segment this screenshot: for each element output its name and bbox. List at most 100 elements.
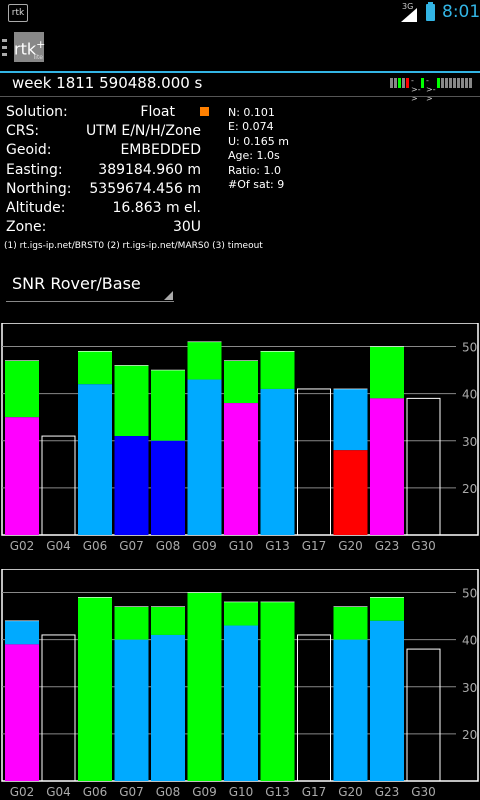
bar-outline (41, 634, 76, 782)
bar-lower (114, 639, 149, 781)
bar-upper (333, 606, 368, 640)
bar-lower (260, 388, 295, 535)
bar-upper (260, 351, 295, 389)
bar-lower (151, 634, 185, 781)
x-tick-label: G09 (192, 785, 217, 799)
accuracy-n: N: 0.101 (228, 106, 275, 119)
view-mode-spinner[interactable]: SNR Rover/Base (6, 270, 174, 302)
label-crs: CRS: (6, 123, 40, 140)
x-tick-label: G04 (46, 539, 71, 553)
ratio: Ratio: 1.0 (228, 163, 281, 177)
x-tick-label: G30 (411, 785, 436, 799)
x-tick-label: G17 (302, 785, 327, 799)
bar-upper (370, 346, 404, 399)
label-zone: Zone: (6, 219, 47, 236)
app-logo[interactable]: rtk+ lite (14, 32, 46, 62)
bar-upper (78, 351, 112, 385)
value-zone: 30U (172, 219, 201, 236)
bar-upper (151, 606, 185, 635)
bar-lower (151, 440, 185, 535)
y-tick-label: 20 (462, 728, 477, 742)
x-tick-label: G10 (229, 539, 254, 553)
x-tick-label: G06 (83, 785, 108, 799)
solution-accuracy: N: 0.101 E: 0.074 U: 0.165 m Age: 1.0s R… (228, 106, 289, 192)
menu-icon[interactable] (2, 39, 7, 57)
label-northing: Northing: (6, 180, 72, 197)
x-tick-label: G23 (375, 785, 400, 799)
x-tick-label: G04 (46, 785, 71, 799)
x-tick-label: G20 (338, 539, 363, 553)
x-tick-label: G09 (192, 539, 217, 553)
bar-lower (333, 450, 368, 535)
x-tick-label: G13 (265, 539, 290, 553)
stream-status-indicator: ->-> ->-> (390, 76, 474, 103)
bar-outline (297, 634, 331, 782)
y-tick-label: 30 (462, 435, 477, 449)
spinner-selected-value: SNR Rover/Base (12, 274, 141, 293)
y-tick-label: 40 (462, 634, 477, 648)
value-northing: 5359674.456 m (89, 180, 201, 197)
label-easting: Easting: (6, 161, 63, 178)
label-geoid: Geoid: (6, 142, 52, 159)
bar-upper (78, 597, 112, 781)
value-solution: Float (140, 104, 175, 120)
label-solution: Solution: (6, 104, 68, 120)
y-tick-label: 40 (462, 388, 477, 402)
bar-upper (114, 365, 149, 437)
accuracy-u: U: 0.165 m (228, 134, 289, 148)
x-tick-label: G10 (229, 785, 254, 799)
solution-quality-indicator (200, 107, 209, 116)
battery-icon (426, 2, 435, 21)
app-notification-icon: rtk (8, 4, 28, 22)
value-easting: 389184.960 m (98, 161, 201, 178)
bar-upper (5, 620, 39, 645)
value-geoid: EMBEDDED (120, 142, 201, 159)
x-tick-label: G17 (302, 539, 327, 553)
snr-chart-rover: 20 30 40 50 G02 G04 G06 G07 G08 G09 G10 G13 G17 G20 G2… (0, 323, 480, 553)
stream-status-text: (1) rt.igs-ip.net/BRST0 (2) rt.igs-ip.ne… (4, 241, 263, 251)
bar-upper (187, 592, 222, 781)
solution-values: Float UTM E/N/H/Zone EMBEDDED 389184.960… (86, 103, 201, 237)
x-tick-label: G13 (265, 785, 290, 799)
bar-upper (224, 601, 258, 626)
y-tick-label: 50 (462, 587, 477, 601)
y-tick-label: 50 (462, 341, 477, 355)
bar-outline (406, 648, 441, 782)
x-tick-label: G30 (411, 539, 436, 553)
x-tick-label: G07 (119, 785, 144, 799)
header-divider (0, 96, 480, 97)
bar-upper (260, 601, 295, 781)
logo-plus: + (36, 38, 46, 51)
bar-upper (224, 360, 258, 404)
value-altitude: 16.863 m el. (112, 200, 201, 217)
signal-icon (401, 8, 417, 22)
bar-upper (187, 341, 222, 380)
x-tick-label: G02 (10, 539, 35, 553)
solution-labels: Solution: CRS: Geoid: Easting: Northing:… (6, 103, 72, 237)
gps-week-time: week 1811 590488.000 s (12, 74, 203, 92)
y-tick-label: 30 (462, 681, 477, 695)
clock: 8:01 (442, 2, 480, 22)
age: Age: 1.0s (228, 149, 280, 163)
logo-text: rtk (14, 39, 37, 59)
bar-outline (41, 435, 76, 536)
value-crs: UTM E/N/H/Zone (86, 123, 201, 140)
x-tick-label: G06 (83, 539, 108, 553)
logo-sub: lite (33, 54, 43, 61)
bar-lower (114, 436, 149, 535)
network-type: 3G (402, 2, 414, 11)
bar-lower (370, 620, 404, 781)
x-tick-label: G02 (10, 785, 35, 799)
bar-lower (5, 644, 39, 781)
bar-upper (114, 606, 149, 640)
bar-upper (151, 370, 185, 441)
status-bar: rtk 3G 8:01 (0, 0, 480, 25)
x-tick-label: G07 (119, 539, 144, 553)
bar-lower (333, 639, 368, 781)
x-tick-label: G08 (156, 539, 181, 553)
bar-lower (224, 625, 258, 781)
num-satellites: #Of sat: 9 (228, 178, 285, 192)
bar-lower (5, 417, 39, 535)
bar-lower (187, 379, 222, 535)
action-bar: rtk+ lite (0, 25, 480, 73)
